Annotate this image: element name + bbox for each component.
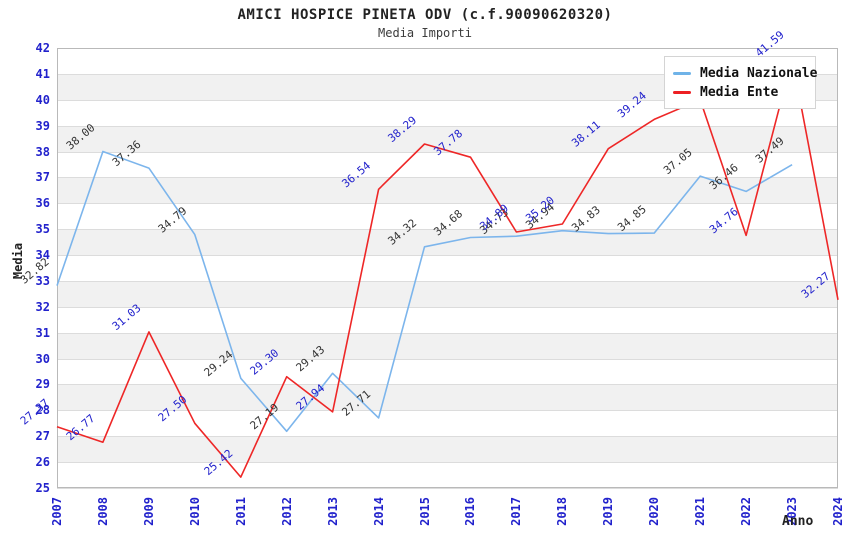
legend-swatch-icon (673, 72, 691, 75)
y-gridline (57, 410, 838, 412)
y-tick-label: 41 (35, 66, 50, 81)
data-point-label: 29.43 (294, 343, 328, 374)
plot-border (57, 48, 838, 488)
y-gridline (57, 306, 838, 308)
y-tick-label: 37 (35, 170, 50, 185)
y-gridline (57, 332, 838, 334)
data-point-label: 41.59 (753, 28, 787, 59)
plot-band (57, 280, 838, 307)
y-tick-label: 33 (35, 273, 50, 288)
y-gridline (57, 99, 838, 101)
plot-band (57, 255, 838, 281)
y-tick-label: 30 (35, 351, 50, 366)
data-point-label: 34.68 (431, 207, 465, 238)
data-point-label: 37.49 (753, 134, 787, 165)
y-gridline (57, 384, 838, 386)
data-point-label: 32.27 (799, 270, 833, 301)
legend-item-media-nazionale: Media Nazionale (673, 64, 817, 83)
y-gridline (57, 229, 838, 231)
y-gridline (57, 280, 838, 282)
y-tick-label: 28 (35, 403, 50, 418)
x-axis-title: Anno (782, 514, 814, 529)
y-gridline (57, 177, 838, 179)
data-point-label: 27.71 (339, 388, 373, 419)
y-gridline (57, 358, 838, 360)
plot-band (57, 125, 838, 152)
plot-band (57, 462, 838, 488)
chart-subtitle: Media Importi (378, 26, 472, 40)
y-tick-label: 34 (35, 248, 50, 263)
media-ente-line (56, 57, 839, 478)
plot-band (57, 436, 838, 463)
chart-title: AMICI HOSPICE PINETA ODV (c.f.9009062032… (237, 7, 613, 23)
data-point-label: 38.11 (569, 118, 603, 149)
y-tick-label: 29 (35, 377, 50, 392)
plot-band (57, 177, 838, 204)
data-point-label: 27.37 (18, 396, 52, 427)
plot-band (57, 306, 838, 333)
plot-band (57, 410, 838, 437)
y-gridline (57, 203, 838, 205)
y-tick-label: 26 (35, 455, 50, 470)
y-gridline (57, 255, 838, 257)
plot-band (57, 332, 838, 359)
data-point-label: 32.82 (18, 255, 52, 286)
data-point-label: 39.24 (615, 89, 649, 120)
y-tick-label: 36 (35, 196, 50, 211)
data-point-label: 38.29 (385, 114, 419, 145)
data-point-label: 34.32 (385, 216, 419, 247)
y-tick-label: 42 (35, 41, 50, 55)
y-gridline (57, 73, 838, 75)
legend-label: Media Ente (700, 85, 779, 100)
media-nazionale-line (56, 150, 793, 433)
legend-label: Media Nazionale (700, 66, 818, 81)
y-gridline (57, 488, 838, 489)
y-tick-label: 40 (35, 92, 50, 107)
data-point-label: 34.76 (707, 205, 741, 236)
data-point-label: 34.83 (569, 203, 603, 234)
y-tick-label: 27 (35, 429, 50, 444)
data-point-label: 29.24 (202, 348, 236, 379)
data-point-label: 31.03 (110, 302, 144, 333)
y-tick-label: 39 (35, 118, 50, 133)
y-gridline (57, 462, 838, 464)
legend-box: Media Nazionale Media Ente (664, 56, 817, 109)
data-point-label: 27.50 (156, 393, 190, 424)
y-tick-label: 25 (35, 481, 50, 495)
plot-band (57, 151, 838, 178)
data-point-label: 38.00 (64, 121, 98, 152)
data-point-label: 34.85 (615, 203, 649, 234)
data-point-label: 29.30 (248, 346, 282, 377)
y-gridline (57, 151, 838, 153)
plot-band (57, 358, 838, 385)
legend-swatch-icon (673, 91, 691, 94)
y-gridline (57, 436, 838, 438)
y-gridline (57, 125, 838, 127)
y-tick-label: 35 (35, 222, 50, 237)
plot-band (57, 384, 838, 411)
y-tick-label: 38 (35, 144, 50, 159)
data-point-label: 37.05 (661, 146, 695, 177)
legend-item-media-ente: Media Ente (673, 83, 807, 102)
data-point-label: 36.54 (339, 159, 373, 190)
y-tick-label: 32 (35, 299, 50, 314)
y-tick-label: 31 (35, 325, 50, 340)
